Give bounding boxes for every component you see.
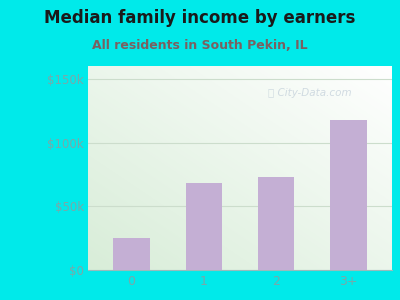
Bar (330, 119, 367, 270)
Bar (113, 238, 150, 270)
Bar (258, 177, 294, 270)
Bar (186, 183, 222, 270)
Text: ⓘ City-Data.com: ⓘ City-Data.com (268, 88, 352, 98)
Text: All residents in South Pekin, IL: All residents in South Pekin, IL (92, 39, 308, 52)
Text: Median family income by earners: Median family income by earners (44, 9, 356, 27)
